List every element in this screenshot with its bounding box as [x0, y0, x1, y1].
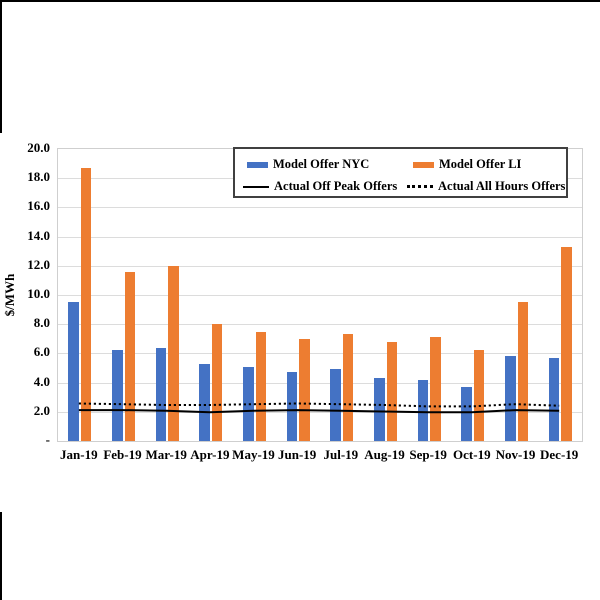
- gridline-10: [58, 295, 582, 296]
- model-offer-nyc-bar-jan-19: [68, 302, 79, 441]
- legend-item-actual-all-hours-offers: Actual All Hours Offers: [407, 179, 565, 194]
- y-tick-label-12-0: 12.0: [27, 256, 50, 272]
- y-tick-label-2-0: 2.0: [33, 402, 50, 418]
- y-tick-label-8-0: 8.0: [33, 315, 50, 331]
- gridline-14: [58, 236, 582, 238]
- model-offer-li-bar-feb-19: [124, 271, 135, 441]
- x-axis-label-may-19: May-19: [232, 447, 275, 462]
- model-offer-nyc-bar-may-19: [243, 366, 254, 441]
- x-axis-label-apr-19: Apr-19: [190, 447, 230, 462]
- x-axis-label-nov-19: Nov-19: [495, 447, 536, 462]
- model-offer-nyc-bar-mar-19: [155, 347, 167, 441]
- model-offer-li-bar-mar-19: [168, 265, 179, 441]
- legend-swatch-model-offer-nyc: [247, 161, 268, 168]
- x-axis-label-dec-19: Dec-19: [540, 447, 579, 462]
- model-offer-nyc-bar-feb-19: [112, 350, 123, 441]
- model-offer-nyc-bar-jun-19: [286, 372, 298, 441]
- y-tick-label-18-0: 18.0: [27, 169, 50, 185]
- model-offer-li-bar-apr-19: [211, 324, 223, 441]
- x-axis-label-jun-19: Jun-19: [278, 447, 317, 462]
- y-tick-label-10-0: 10.0: [27, 286, 50, 301]
- y-tick-label-20-0: 20.0: [27, 140, 50, 155]
- model-offer-li-bar-dec-19: [561, 246, 572, 441]
- legend-label-model-offer-li: Model Offer LI: [439, 157, 522, 171]
- y-tick-label-6-0: 6.0: [33, 344, 50, 360]
- legend-label-actual-off-peak-offers: Actual Off Peak Offers: [274, 179, 398, 193]
- y-tick-label-4-0: 4.0: [33, 373, 50, 389]
- chart-legend: Model Offer NYC Model Offer LI Actual Of…: [233, 147, 568, 198]
- legend-swatch-solid-line: [243, 185, 269, 188]
- gridline-4: [58, 382, 582, 384]
- model-offer-li-bar-oct-19: [473, 350, 485, 441]
- legend-item-model-offer-li: Model Offer LI: [413, 157, 521, 172]
- y-tick-label-16-0: 16.0: [27, 198, 50, 214]
- gridline-8: [58, 324, 582, 326]
- x-axis-label-sep-19: Sep-19: [409, 447, 447, 462]
- model-offer-li-bar-aug-19: [386, 341, 397, 441]
- x-axis-label-jan-19: Jan-19: [60, 447, 98, 462]
- model-offer-li-bar-may-19: [255, 331, 266, 441]
- page-left-border-line-lower: [0, 512, 2, 600]
- model-offer-nyc-bar-oct-19: [461, 386, 472, 441]
- gridline-6: [58, 353, 582, 355]
- model-offer-li-bar-sep-19: [430, 337, 441, 441]
- model-offer-nyc-bar-nov-19: [505, 356, 516, 441]
- model-offer-li-bar-jan-19: [80, 167, 92, 441]
- x-axis-label-mar-19: Mar-19: [145, 447, 187, 462]
- x-axis-label-oct-19: Oct-19: [453, 447, 491, 462]
- legend-swatch-dotted-line: [407, 185, 433, 188]
- model-offer-li-bar-jul-19: [342, 334, 354, 441]
- model-offer-nyc-bar-sep-19: [417, 379, 429, 441]
- x-axis-label-aug-19: Aug-19: [364, 447, 405, 462]
- y-tick-label--: -: [45, 432, 50, 447]
- model-offer-nyc-bar-jul-19: [330, 369, 341, 441]
- model-offer-nyc-bar-dec-19: [548, 357, 560, 441]
- legend-label-model-offer-nyc: Model Offer NYC: [273, 157, 370, 171]
- gridline-12: [58, 265, 582, 267]
- y-tick-label-14-0: 14.0: [27, 227, 50, 243]
- legend-item-model-offer-nyc: Model Offer NYC: [247, 157, 369, 172]
- legend-swatch-model-offer-li: [413, 161, 434, 168]
- x-axis-label-feb-19: Feb-19: [103, 447, 142, 462]
- model-offer-nyc-bar-aug-19: [374, 378, 385, 441]
- legend-label-actual-all-hours-offers: Actual All Hours Offers: [438, 179, 566, 193]
- gridline-2: [58, 411, 582, 413]
- x-axis-label-jul-19: Jul-19: [323, 447, 359, 462]
- page-top-border-line: [0, 0, 600, 2]
- model-offer-li-bar-nov-19: [517, 302, 528, 441]
- gridline-16: [58, 207, 582, 209]
- page-left-border-line-upper: [0, 0, 2, 133]
- model-offer-li-bar-jun-19: [299, 338, 310, 441]
- legend-item-actual-off-peak-offers: Actual Off Peak Offers: [243, 179, 397, 194]
- model-offer-nyc-bar-apr-19: [199, 363, 210, 441]
